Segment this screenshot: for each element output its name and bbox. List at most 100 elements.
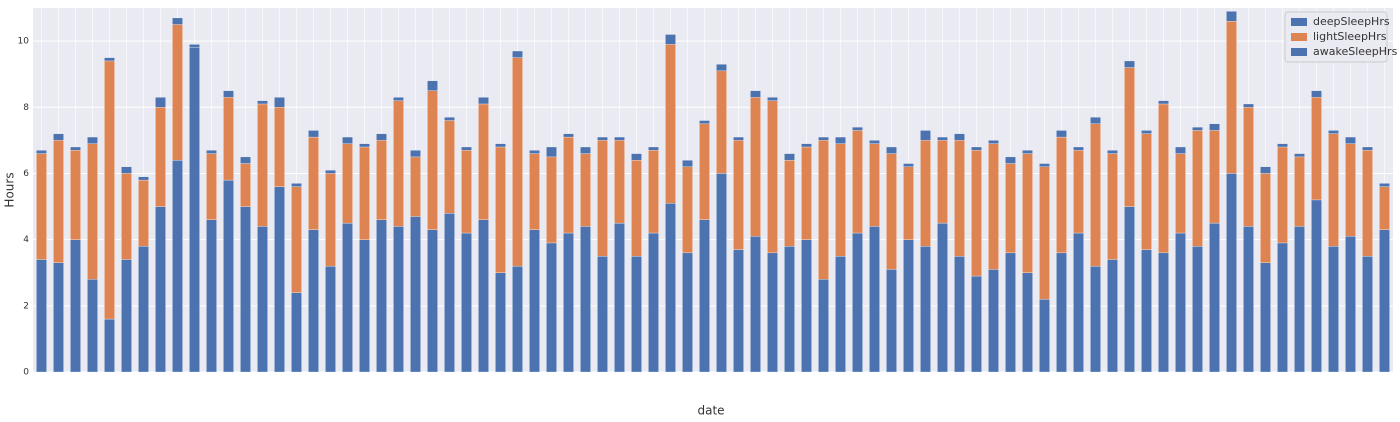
bar-segment — [1294, 153, 1305, 158]
bar-segment — [240, 206, 251, 373]
bar-segment — [189, 47, 200, 373]
bar-segment — [376, 140, 387, 220]
bar-segment — [818, 140, 829, 280]
bar-segment — [920, 246, 931, 373]
bar-segment — [121, 173, 132, 260]
bar-segment — [342, 222, 353, 373]
bar-segment — [563, 136, 574, 234]
bar-segment — [291, 292, 302, 373]
bar-segment — [172, 160, 183, 373]
legend-label: deepSleepHrs — [1313, 15, 1390, 28]
bar-segment — [767, 97, 778, 101]
bar-segment — [1090, 117, 1101, 124]
bar-segment — [1379, 183, 1390, 187]
bar-segment — [1090, 123, 1101, 267]
bar-segment — [1192, 246, 1203, 373]
legend-label: lightSleepHrs — [1313, 30, 1387, 43]
legend-swatch — [1291, 33, 1307, 41]
bar-segment — [903, 239, 914, 373]
bar-segment — [529, 229, 540, 373]
bar-segment — [206, 153, 217, 220]
bar-segment — [1226, 21, 1237, 174]
bar-segment — [1039, 166, 1050, 300]
bar-segment — [1175, 146, 1186, 154]
bar-segment — [1311, 199, 1322, 373]
bar-segment — [852, 126, 863, 131]
bar-segment — [614, 222, 625, 373]
bar-segment — [478, 219, 489, 373]
bar-segment — [1328, 130, 1339, 134]
bar-segment — [1056, 130, 1067, 138]
bar-segment — [87, 136, 98, 144]
bar-segment — [1039, 299, 1050, 373]
bar-segment — [648, 232, 659, 373]
bar-segment — [767, 252, 778, 373]
bar-segment — [1124, 60, 1135, 68]
bar-segment — [121, 259, 132, 373]
bar-segment — [155, 97, 166, 108]
bar-segment — [189, 44, 200, 48]
bar-segment — [223, 179, 234, 373]
bar-segment — [325, 265, 336, 373]
bar-segment — [529, 150, 540, 154]
bar-segment — [121, 166, 132, 174]
bar-segment — [1175, 153, 1186, 234]
bar-segment — [818, 279, 829, 373]
bar-segment — [529, 153, 540, 230]
bar-segment — [359, 239, 370, 373]
bar-segment — [1158, 100, 1169, 105]
bar-segment — [359, 143, 370, 148]
bar-segment — [1226, 11, 1237, 22]
bar-segment — [342, 136, 353, 144]
bar-segment — [257, 103, 268, 227]
bar-segment — [478, 97, 489, 105]
bar-segment — [903, 166, 914, 240]
bar-segment — [274, 186, 285, 373]
bar-segment — [1379, 229, 1390, 373]
bar-segment — [257, 100, 268, 105]
bar-segment — [53, 133, 64, 141]
bar-segment — [359, 146, 370, 240]
bar-segment — [240, 156, 251, 164]
bar-segment — [512, 50, 523, 58]
bar-segment — [444, 117, 455, 121]
bar-segment — [886, 269, 897, 373]
bar-segment — [580, 226, 591, 373]
bar-segment — [376, 133, 387, 141]
bar-segment — [546, 156, 557, 244]
bar-segment — [257, 226, 268, 373]
bar-segment — [1107, 259, 1118, 373]
bar-segment — [665, 203, 676, 373]
legend-box — [1284, 11, 1388, 63]
bar-segment — [614, 140, 625, 224]
bar-segment — [274, 97, 285, 108]
bar-segment — [138, 246, 149, 373]
bar-segment — [716, 173, 727, 373]
bar-segment — [597, 140, 608, 257]
y-axis-title: Hours — [3, 172, 17, 207]
bar-segment — [920, 140, 931, 247]
bar-segment — [70, 239, 81, 373]
bar-segment — [444, 213, 455, 373]
bar-segment — [1073, 146, 1084, 151]
bar-segment — [1243, 103, 1254, 108]
bar-segment — [1005, 163, 1016, 254]
bar-segment — [1124, 206, 1135, 373]
bar-segment — [750, 236, 761, 373]
bar-segment — [869, 140, 880, 144]
bar-segment — [495, 272, 506, 373]
bar-segment — [988, 269, 999, 373]
bar-segment — [631, 153, 642, 161]
bar-segment — [87, 143, 98, 280]
y-tick-label: 2 — [23, 301, 29, 311]
bar-segment — [1260, 262, 1271, 373]
plot-area — [33, 8, 1393, 372]
bar-segment — [410, 156, 421, 217]
bar-segment — [308, 229, 319, 373]
bar-segment — [70, 150, 81, 240]
bar-segment — [206, 219, 217, 373]
bar-segment — [835, 143, 846, 257]
bar-segment — [937, 136, 948, 141]
bar-segment — [1141, 133, 1152, 250]
